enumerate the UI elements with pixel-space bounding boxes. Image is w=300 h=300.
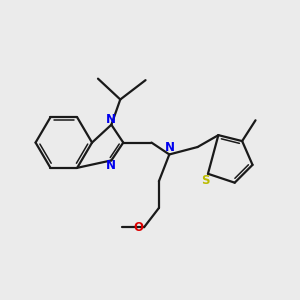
Text: N: N xyxy=(106,113,116,127)
Text: S: S xyxy=(201,174,210,187)
Text: N: N xyxy=(165,141,175,154)
Text: O: O xyxy=(133,221,143,234)
Text: N: N xyxy=(106,159,116,172)
